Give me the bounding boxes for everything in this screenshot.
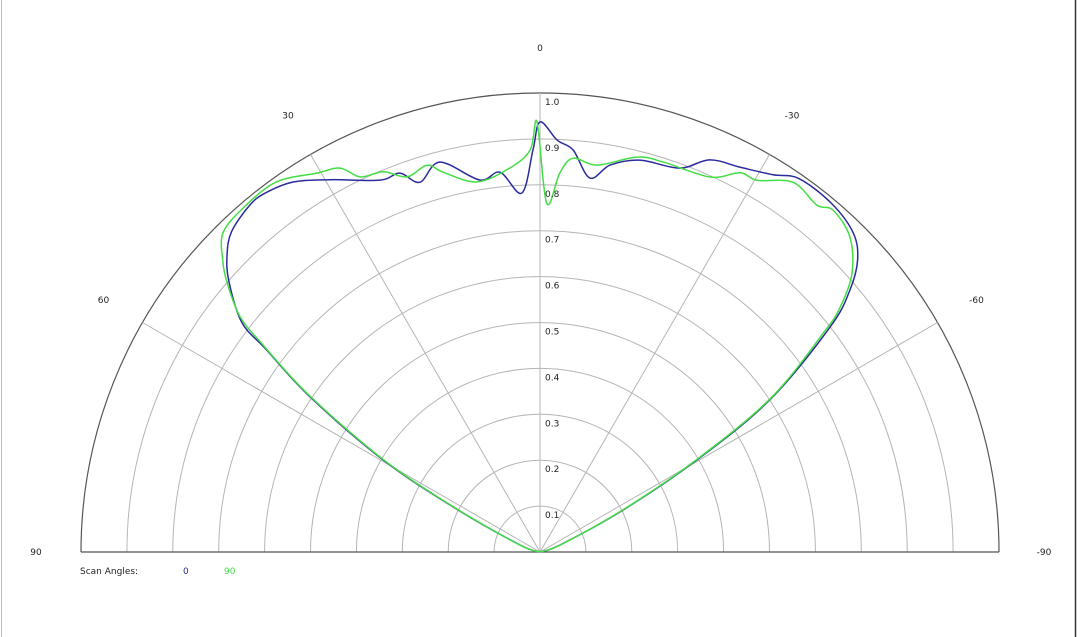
radial-tick-label: 0.3 <box>545 419 559 429</box>
legend-entry-90: 90 <box>224 567 236 577</box>
grid-spoke <box>539 154 770 553</box>
axis-labels: 0.1 0.2 0.3 0.4 0.5 0.6 0.7 0.8 0.9 1.0 0 30 60 90 -30… <box>30 44 1051 558</box>
series-layer <box>220 119 859 553</box>
radial-tick-label: 1.0 <box>545 98 560 108</box>
angle-tick-label: -60 <box>969 296 984 306</box>
angle-tick-label: -30 <box>785 112 800 122</box>
grid-spoke <box>310 154 541 553</box>
radial-tick-label: 0.2 <box>545 465 559 475</box>
legend: Scan Angles: 0 90 <box>80 567 235 577</box>
radial-tick-label: 0.4 <box>545 373 560 383</box>
angle-tick-label: -90 <box>1037 548 1052 558</box>
series-line-0 <box>226 121 859 553</box>
radial-tick-label: 0.7 <box>545 236 559 246</box>
angle-tick-label: 60 <box>98 296 110 306</box>
radial-tick-label: 0.6 <box>545 282 560 292</box>
grid-spoke <box>539 322 938 553</box>
radial-tick-label: 0.5 <box>545 328 559 338</box>
legend-title: Scan Angles: <box>80 567 139 577</box>
legend-entry-0: 0 <box>183 567 189 577</box>
angle-tick-label: 0 <box>537 44 543 54</box>
radial-tick-label: 0.8 <box>545 190 560 200</box>
radial-tick-label: 0.1 <box>545 511 559 521</box>
angle-tick-label: 30 <box>282 112 294 122</box>
radial-tick-label: 0.9 <box>545 144 560 154</box>
series-line-90 <box>220 119 854 553</box>
angle-tick-label: 90 <box>30 548 42 558</box>
grid-spoke <box>142 322 541 553</box>
polar-grid <box>80 92 1000 553</box>
